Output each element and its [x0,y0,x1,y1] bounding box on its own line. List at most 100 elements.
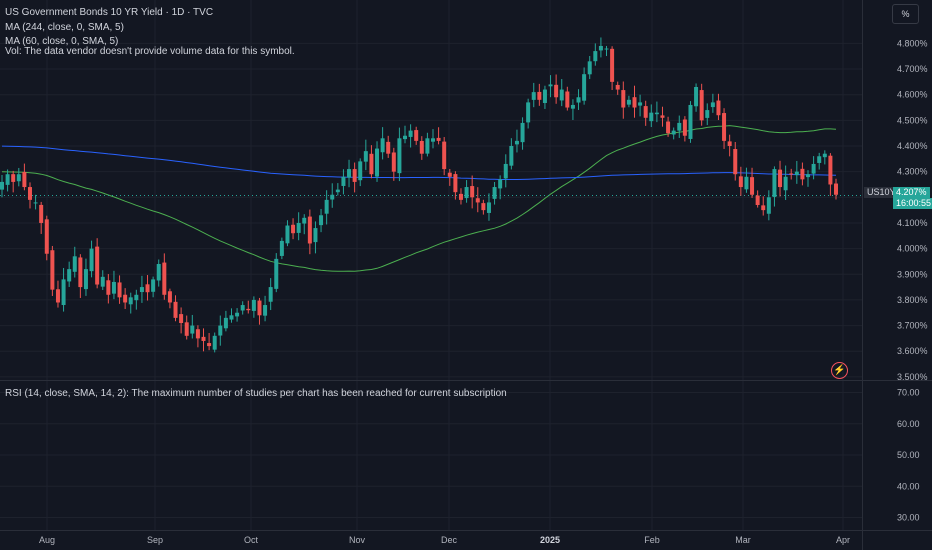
candle [727,134,732,157]
price-tick-label: 3.600% [897,346,928,356]
price-tick-label: 3.500% [897,372,928,382]
candle [722,108,727,149]
candle [11,170,16,193]
candle [615,81,620,95]
price-tick-label: 3.700% [897,321,928,331]
unit-button[interactable]: % [892,4,919,24]
candle [772,166,777,207]
candle [22,163,27,191]
pane-separator[interactable] [0,380,932,381]
candle [235,308,240,322]
ma60-line [1,125,837,272]
candle [156,259,161,287]
candle [285,220,290,247]
candle [537,83,542,106]
candle [55,280,60,308]
candle [694,83,699,112]
time-tick-label: Mar [735,535,751,545]
candle [5,169,10,192]
price-axis-separator [862,0,863,550]
candle [229,308,234,323]
candle [430,129,435,149]
candle [44,215,49,261]
price-tick-label: 4.500% [897,115,928,125]
candle [598,37,603,58]
time-tick-label: Dec [441,535,458,545]
candle [744,167,749,193]
candle [783,165,788,200]
candle [806,170,811,187]
price-tick-label: 4.400% [897,141,928,151]
time-tick-label: Feb [644,535,660,545]
candle [582,67,587,105]
rsi-tick-label: 50.00 [897,450,920,460]
candle [268,278,273,311]
candle [811,156,816,180]
candle [464,180,469,203]
candle [632,85,637,118]
candle [666,116,671,137]
candle [179,307,184,334]
candle [380,127,385,160]
moving-average-lines [0,125,862,272]
candle [201,328,206,352]
candle [705,103,710,126]
candle [509,138,514,170]
candle [162,253,167,300]
candle [800,162,805,186]
price-axis[interactable]: 4.800%4.700%4.600%4.500%4.400%4.300%4.20… [897,38,928,381]
ma244-legend[interactable]: MA (244, close, 0, SMA, 5) [5,22,124,33]
rsi-tick-label: 40.00 [897,481,920,491]
candle [134,289,139,310]
rsi-tick-label: 30.00 [897,513,920,523]
grid-lines [0,0,862,530]
candle [682,116,687,142]
candle [733,142,738,181]
candles [0,37,838,353]
volume-legend[interactable]: Vol: The data vendor doesn't provide vol… [5,46,295,57]
candle [503,154,508,188]
rsi-tick-label: 60.00 [897,419,920,429]
candle [335,183,340,196]
candle [16,167,21,187]
candle [100,270,105,291]
candle [33,194,38,210]
price-tick-label: 4.700% [897,64,928,74]
candle [542,85,547,109]
candle [391,147,396,181]
candle [386,135,391,158]
candle [458,188,463,205]
candle [828,153,833,196]
candle [111,270,116,300]
candle [173,295,178,322]
rsi-legend[interactable]: RSI (14, close, SMA, 14, 2): The maximum… [5,388,507,399]
candle [570,99,575,121]
candle [50,245,55,296]
time-tick-label: Oct [244,535,259,545]
candle [817,152,822,170]
candle [654,101,659,123]
time-tick-label: Sep [147,535,163,545]
rsi-axis[interactable]: 70.00 60.00 50.00 40.00 30.00 [897,388,920,523]
candle [750,167,755,198]
ma244-line [1,145,837,180]
candle [677,115,682,138]
time-axis-separator [0,530,932,531]
candle [442,137,447,176]
candle [352,162,357,193]
candle [447,168,452,186]
candle [195,325,200,348]
candle [626,95,631,108]
price-tick-label: 4.600% [897,90,928,100]
candle [638,94,643,117]
candle [576,89,581,110]
candle [0,174,4,198]
time-axis[interactable]: Aug Sep Oct Nov Dec 2025 Feb Mar Apr [39,535,850,545]
candle [307,209,312,255]
candle [486,193,491,221]
lightning-icon[interactable]: ⚡ [831,362,848,379]
candle [766,190,771,221]
ma60-legend[interactable]: MA (60, close, 0, SMA, 5) [5,36,119,47]
candle [671,127,676,140]
